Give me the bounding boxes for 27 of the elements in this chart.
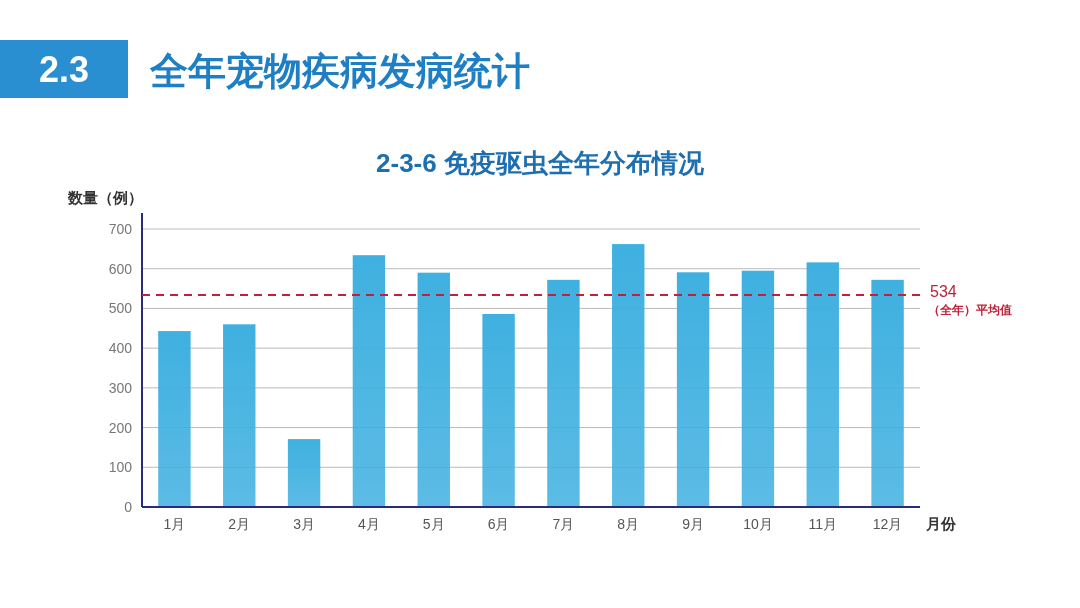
y-tick-label: 0 <box>124 499 133 515</box>
text: 2.3 <box>38 49 90 90</box>
y-tick-label: 500 <box>108 300 133 317</box>
x-tick-label: 3月 <box>293 516 315 532</box>
ref-line-label: 534 <box>930 282 957 300</box>
text: （全年）平均值 <box>928 302 1012 317</box>
x-tick-label: 10月 <box>743 516 773 532</box>
x-tick-label: 5月 <box>422 516 445 532</box>
x-tick-label: 9月 <box>682 516 704 532</box>
x-tick-label: 12月 <box>872 516 903 532</box>
x-tick-label: 7月 <box>552 516 575 532</box>
x-tick-label: 1月 <box>163 516 186 532</box>
x-tick-label: 4月 <box>358 516 380 532</box>
y-tick-label: 700 <box>108 221 133 237</box>
x-tick-label: 8月 <box>617 516 640 532</box>
chart-subtitle: 2-3-6 免疫驱虫全年分布情况 <box>376 148 705 178</box>
x-axis-title: 月份 <box>925 515 957 532</box>
y-tick-label: 100 <box>108 459 133 476</box>
y-tick-label: 600 <box>108 260 133 277</box>
x-tick-label: 6月 <box>487 516 510 532</box>
chart-title: 全年宠物疾病发病统计 <box>149 50 530 92</box>
x-tick-label: 11月 <box>808 516 838 532</box>
y-tick-label: 200 <box>108 419 133 436</box>
y-tick-label: 400 <box>108 340 133 357</box>
y-tick-label: 300 <box>108 379 133 396</box>
y-axis-title: 数量（例） <box>67 189 143 206</box>
x-tick-label: 2月 <box>228 516 251 532</box>
